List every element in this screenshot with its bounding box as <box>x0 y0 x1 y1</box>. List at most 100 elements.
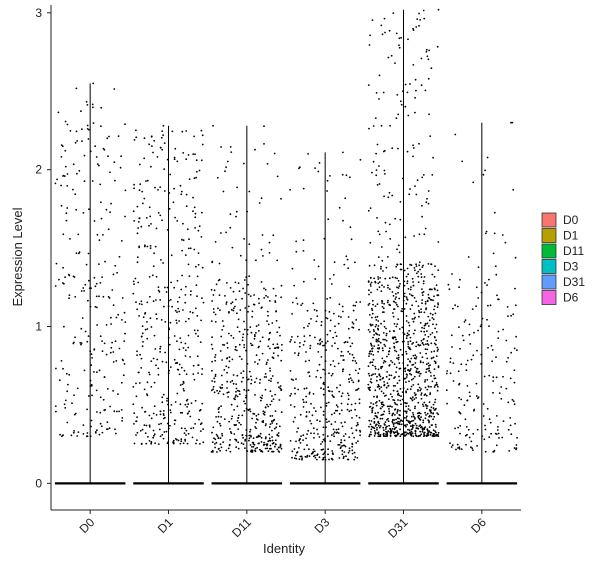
data-point <box>87 299 89 302</box>
data-point <box>371 19 374 21</box>
y-tick-label: 2 <box>35 163 42 177</box>
data-point <box>267 314 269 317</box>
data-point <box>214 375 217 378</box>
data-point <box>305 401 308 404</box>
data-point <box>409 348 412 351</box>
data-point <box>406 280 409 283</box>
data-point <box>437 413 440 416</box>
data-point <box>159 435 162 438</box>
data-point <box>511 121 514 124</box>
data-point <box>371 411 373 414</box>
data-point <box>378 347 381 349</box>
data-point <box>388 424 390 427</box>
data-point <box>341 392 344 395</box>
data-point <box>408 421 410 424</box>
data-point <box>397 399 399 401</box>
data-point <box>211 360 214 363</box>
data-point <box>433 336 436 338</box>
data-point <box>392 399 394 401</box>
data-point <box>405 405 407 408</box>
data-point <box>121 297 124 299</box>
data-point <box>374 365 377 368</box>
data-point <box>212 386 215 388</box>
data-point <box>430 351 433 353</box>
data-point <box>159 410 162 413</box>
data-point <box>329 278 331 280</box>
data-point <box>160 259 162 261</box>
data-point <box>243 410 246 412</box>
data-point <box>155 275 158 278</box>
data-point <box>343 439 346 442</box>
data-point <box>179 184 182 187</box>
data-point <box>300 304 302 306</box>
data-point <box>124 321 127 323</box>
data-point <box>395 32 398 35</box>
data-point <box>376 375 378 378</box>
data-point <box>274 410 277 412</box>
data-point <box>221 434 224 437</box>
data-point <box>377 411 379 414</box>
data-point <box>338 412 341 415</box>
data-point <box>91 103 94 106</box>
data-point <box>310 318 312 320</box>
data-point <box>231 415 234 418</box>
data-point <box>172 439 175 442</box>
data-point <box>395 371 397 373</box>
data-point <box>137 221 140 223</box>
data-point <box>345 174 348 177</box>
data-point <box>403 367 406 370</box>
data-point <box>378 422 380 425</box>
x-axis-title: Identity <box>263 541 305 556</box>
data-point <box>136 416 139 419</box>
data-point <box>265 363 268 366</box>
data-point <box>344 421 346 424</box>
data-point <box>63 282 65 285</box>
data-point <box>186 398 189 401</box>
data-point <box>194 399 197 402</box>
data-point <box>379 434 382 436</box>
data-point <box>202 301 205 304</box>
data-point <box>411 343 413 345</box>
data-point <box>384 277 387 280</box>
data-point <box>476 349 478 352</box>
data-point <box>401 353 404 356</box>
data-point <box>272 420 274 422</box>
data-point <box>231 301 234 304</box>
data-point <box>398 375 400 378</box>
data-point <box>417 305 420 307</box>
data-point <box>394 217 397 220</box>
data-point <box>253 413 256 415</box>
data-point <box>423 311 426 314</box>
data-point <box>241 434 244 436</box>
data-point <box>162 437 165 440</box>
data-point <box>498 437 500 439</box>
data-point <box>210 288 213 291</box>
data-point <box>472 181 475 184</box>
data-point <box>512 188 515 191</box>
data-point <box>497 337 500 339</box>
data-point <box>384 424 386 426</box>
data-point <box>427 263 430 265</box>
data-point <box>197 364 200 366</box>
legend-item-D31: D31 <box>541 274 585 290</box>
data-point <box>98 239 101 242</box>
data-point <box>435 323 438 326</box>
data-point <box>140 300 143 303</box>
data-point <box>390 54 393 57</box>
data-point <box>424 227 427 230</box>
data-point <box>385 430 387 433</box>
data-point <box>377 350 379 353</box>
data-point <box>98 369 101 372</box>
data-point <box>399 388 402 390</box>
data-point <box>395 366 398 369</box>
data-point <box>255 332 257 334</box>
data-point <box>469 395 471 398</box>
data-point <box>381 284 383 287</box>
legend-label: D3 <box>563 260 579 274</box>
data-point <box>200 159 203 162</box>
data-point <box>227 396 230 398</box>
data-point <box>193 329 196 332</box>
data-point <box>382 392 385 395</box>
data-point <box>415 371 418 373</box>
data-point <box>410 385 413 388</box>
